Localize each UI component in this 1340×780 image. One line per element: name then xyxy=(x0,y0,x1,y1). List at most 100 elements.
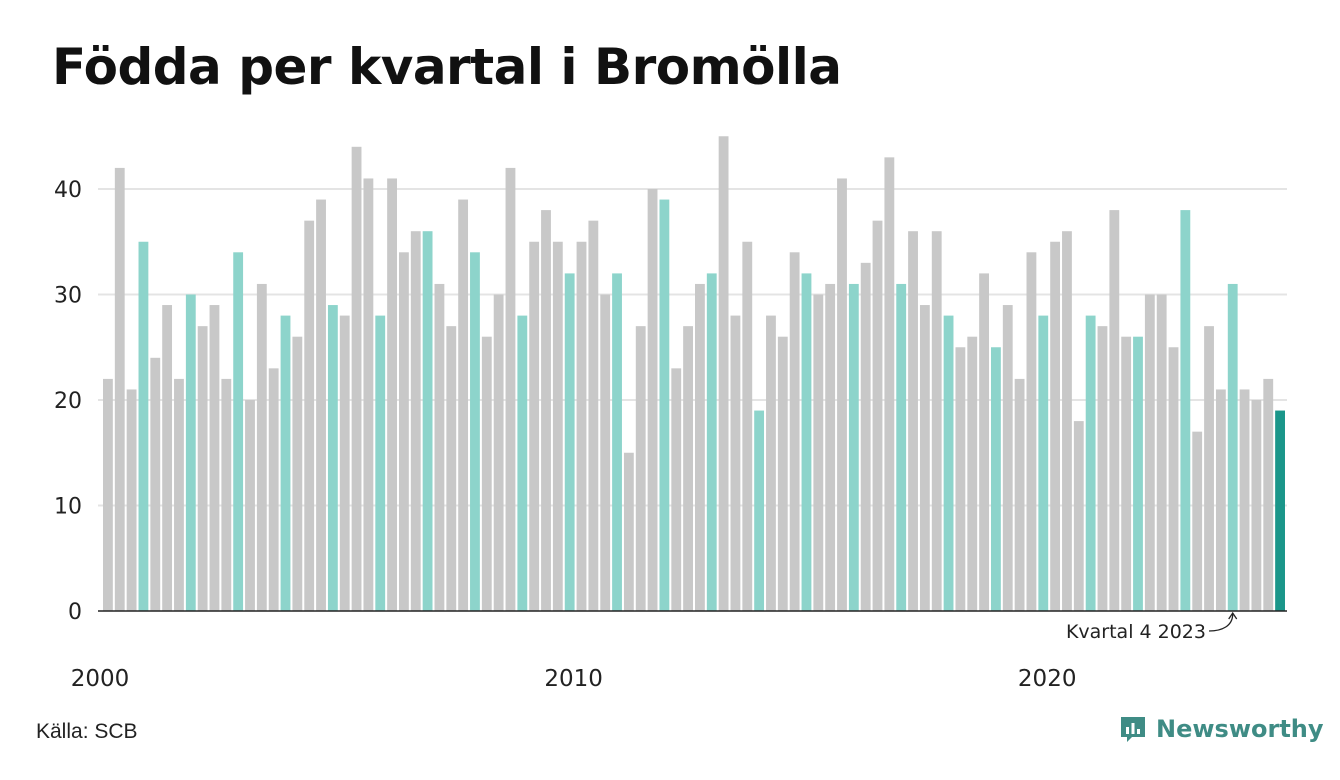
bar xyxy=(505,167,516,611)
bar xyxy=(837,178,847,611)
bar xyxy=(327,305,338,611)
bar xyxy=(1050,241,1061,611)
bar xyxy=(1121,336,1132,611)
bar xyxy=(410,231,421,611)
bar xyxy=(683,326,693,611)
bar xyxy=(1263,378,1274,611)
bar xyxy=(1014,378,1025,611)
x-axis-ticks: 2000 2010 2020 xyxy=(71,666,1077,692)
bar xyxy=(481,336,492,611)
bar xyxy=(659,199,670,612)
bar xyxy=(635,326,646,611)
bar xyxy=(221,378,232,611)
bar xyxy=(446,326,457,611)
bar xyxy=(825,283,836,611)
annotation-arrow xyxy=(1208,613,1234,632)
annotation-arrowhead xyxy=(1228,611,1238,620)
annotation-label: Kvartal 4 2023 xyxy=(1066,621,1206,643)
brand-name: Newsworthy xyxy=(1156,715,1324,743)
y-tick-label: 30 xyxy=(54,284,82,309)
bar xyxy=(517,315,528,611)
bar xyxy=(943,315,954,611)
bar-chart: 0 10 20 30 40 2000 2010 2020 Kvartal 4 2023 xyxy=(54,136,1287,692)
bar xyxy=(339,315,350,611)
bar xyxy=(1192,431,1203,611)
bar xyxy=(434,283,445,611)
bar xyxy=(860,262,871,611)
bar xyxy=(564,273,575,611)
y-tick-label: 20 xyxy=(54,389,82,414)
bar xyxy=(718,136,729,611)
bar xyxy=(1038,315,1049,611)
bars xyxy=(103,136,1285,612)
bar xyxy=(552,241,563,611)
bar xyxy=(197,326,208,611)
bar xyxy=(706,273,717,611)
bar xyxy=(245,400,255,611)
bar xyxy=(789,252,800,612)
bar xyxy=(671,368,682,611)
brand-logo: Newsworthy xyxy=(1118,714,1324,744)
bar xyxy=(174,378,184,611)
bar xyxy=(813,294,824,611)
bar xyxy=(588,220,599,611)
bar xyxy=(1180,210,1191,611)
bar xyxy=(1204,326,1214,611)
y-tick-label: 10 xyxy=(54,495,82,520)
bar xyxy=(351,146,362,612)
bar xyxy=(1073,421,1084,611)
bar xyxy=(138,241,149,611)
bar xyxy=(896,283,907,611)
bar xyxy=(695,283,705,611)
bar xyxy=(908,231,918,611)
bar xyxy=(1026,252,1037,612)
source-label: Källa: SCB xyxy=(36,720,138,743)
bar xyxy=(233,252,244,612)
bar xyxy=(541,210,551,611)
x-tick-label: 2020 xyxy=(1018,666,1077,692)
bar xyxy=(730,315,741,611)
bar xyxy=(162,305,173,611)
x-tick-label: 2010 xyxy=(544,666,603,692)
bar xyxy=(1097,326,1108,611)
bar xyxy=(1156,294,1167,611)
bar xyxy=(1062,231,1072,611)
bar xyxy=(256,283,267,611)
bar xyxy=(801,273,812,611)
y-axis-ticks: 0 10 20 30 40 xyxy=(54,178,82,625)
bar xyxy=(754,410,765,611)
bar xyxy=(1251,400,1262,611)
bar xyxy=(742,241,753,611)
bar xyxy=(150,357,161,611)
bar xyxy=(1215,389,1226,611)
bar xyxy=(458,199,469,612)
bar xyxy=(1144,294,1155,611)
bar xyxy=(529,241,540,611)
bar xyxy=(268,368,279,611)
bar xyxy=(931,231,942,611)
bar xyxy=(126,389,137,611)
bar xyxy=(1133,336,1143,611)
bar xyxy=(967,336,978,611)
bar xyxy=(979,273,989,611)
bar xyxy=(884,157,895,611)
bar xyxy=(114,167,125,611)
bar xyxy=(103,378,113,611)
bar xyxy=(185,294,196,611)
bar xyxy=(280,315,291,611)
bar xyxy=(623,452,634,611)
bar xyxy=(1239,389,1250,611)
x-tick-label: 2000 xyxy=(71,666,130,692)
bar xyxy=(375,315,386,611)
bar xyxy=(600,294,611,611)
bar xyxy=(919,305,930,611)
page-title: Födda per kvartal i Bromölla xyxy=(52,38,842,96)
annotation: Kvartal 4 2023 xyxy=(1066,611,1238,643)
bar xyxy=(363,178,374,611)
bar xyxy=(991,347,1001,611)
bar xyxy=(470,252,480,612)
bar xyxy=(1275,410,1285,611)
bar xyxy=(1085,315,1096,611)
y-tick-label: 40 xyxy=(54,178,82,203)
newsworthy-logo-icon xyxy=(1121,717,1145,742)
